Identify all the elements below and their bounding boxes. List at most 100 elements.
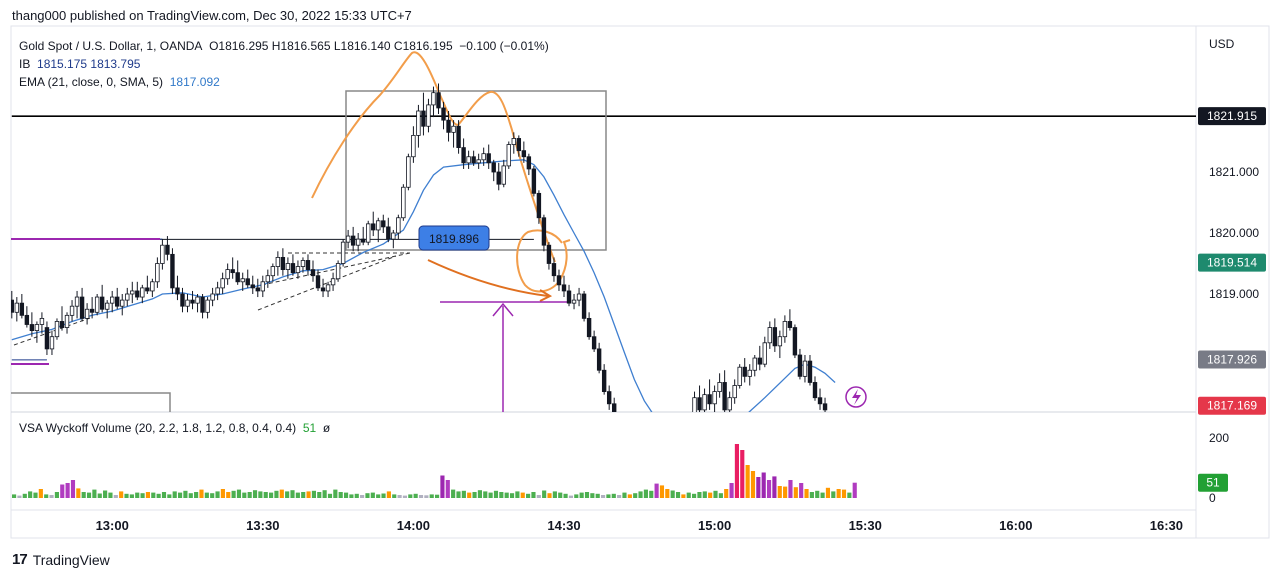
volume-bar bbox=[258, 491, 263, 498]
volume-bar bbox=[408, 494, 413, 498]
candle-body-down bbox=[170, 253, 175, 289]
candle-body-up bbox=[802, 360, 808, 377]
candle-body-down bbox=[115, 296, 120, 307]
candle-body-up bbox=[426, 104, 431, 127]
legend-symbol[interactable]: Gold Spot / U.S. Dollar, 1, OANDA bbox=[19, 39, 203, 53]
candle-body-down bbox=[59, 321, 65, 328]
candle-body-down bbox=[536, 192, 542, 219]
candle-body-up bbox=[416, 110, 421, 136]
volume-bar bbox=[547, 493, 552, 498]
volume-bar bbox=[831, 491, 836, 498]
volume-bar bbox=[263, 492, 268, 498]
time-tick-label: 14:30 bbox=[547, 518, 580, 533]
volume-tick-label: 200 bbox=[1209, 431, 1229, 445]
candle-body-down bbox=[742, 366, 747, 377]
time-tick-label: 13:00 bbox=[96, 518, 129, 533]
price-label-1819[interactable]: 1819.896 bbox=[418, 225, 490, 251]
ema-polyline bbox=[11, 159, 836, 412]
candle-body-down bbox=[245, 278, 250, 286]
volume-bar bbox=[199, 489, 204, 498]
volume-bar bbox=[697, 492, 702, 498]
volume-bar bbox=[28, 491, 33, 498]
volume-bar bbox=[194, 492, 199, 498]
volume-bar bbox=[365, 493, 370, 498]
candle-body-down bbox=[561, 284, 567, 292]
candle-body-up bbox=[39, 317, 45, 325]
volume-bar bbox=[145, 492, 151, 498]
volume-bar bbox=[252, 490, 258, 498]
candle-body-up bbox=[391, 232, 396, 240]
legend-vsa-row[interactable]: VSA Wyckoff Volume (20, 2.2, 1.8, 1.2, 0… bbox=[19, 421, 330, 435]
legend-vsa-value: 51 bbox=[302, 421, 317, 435]
volume-bar bbox=[370, 492, 375, 498]
time-tick-label: 13:30 bbox=[246, 518, 279, 533]
freehand-m-pattern[interactable] bbox=[311, 51, 556, 263]
volume-bar bbox=[140, 493, 145, 498]
candle-body-down bbox=[305, 260, 311, 271]
trendline-dashed-upper[interactable] bbox=[261, 252, 411, 286]
level-lines bbox=[11, 115, 1196, 361]
time-tick-label: 15:30 bbox=[849, 518, 882, 533]
price-label-badge bbox=[1198, 396, 1266, 415]
volume-bar bbox=[119, 491, 124, 498]
candle-body-down bbox=[200, 296, 205, 313]
axes: 1821.000 1820.000 1819.000 1821.915 1819.514… bbox=[96, 107, 1266, 533]
trendline-dashed-lower[interactable] bbox=[257, 255, 397, 311]
rectangle-drawing-partial[interactable] bbox=[11, 392, 171, 412]
freehand-arrow-curve[interactable] bbox=[427, 259, 549, 297]
candle-body-up bbox=[431, 92, 436, 106]
volume-bar bbox=[418, 495, 424, 498]
freehand-circle[interactable] bbox=[516, 229, 571, 293]
candle-body-up bbox=[195, 296, 200, 304]
alert-lightning-icon[interactable] bbox=[845, 386, 867, 408]
volume-bar bbox=[167, 494, 172, 498]
legend-ema-row[interactable]: EMA (21, close, 0, SMA, 5) 1817.092 bbox=[19, 75, 220, 89]
candle-body-down bbox=[165, 244, 170, 255]
candle-body-down bbox=[381, 220, 386, 228]
currency-label[interactable]: USD bbox=[1209, 37, 1235, 51]
candle-body-up bbox=[506, 144, 511, 167]
candle-body-up bbox=[34, 324, 40, 331]
candle-body-up bbox=[732, 385, 737, 399]
candle-body-up bbox=[576, 293, 582, 301]
candle-body-down bbox=[371, 223, 376, 231]
volume-bar bbox=[526, 493, 531, 498]
candles bbox=[11, 83, 828, 412]
candle-body-up bbox=[727, 397, 732, 411]
volume-bar bbox=[638, 491, 643, 498]
volume-bar bbox=[611, 493, 616, 498]
volume-bar bbox=[38, 489, 43, 498]
volume-bar bbox=[413, 493, 418, 498]
price-label-box bbox=[418, 225, 490, 251]
candle-body-down bbox=[496, 171, 501, 185]
candle-body-down bbox=[757, 357, 762, 365]
volume-bar bbox=[793, 487, 798, 498]
candle-body-up bbox=[376, 220, 381, 231]
volume-bar bbox=[124, 493, 129, 498]
volume-bar bbox=[488, 492, 493, 498]
candle-body-down bbox=[310, 269, 316, 277]
candle-body-down bbox=[526, 156, 532, 170]
volume-bar bbox=[22, 493, 27, 498]
volume-bar bbox=[424, 495, 429, 498]
volume-bar bbox=[766, 480, 772, 498]
legend-ib-row[interactable]: IB 1815.175 1813.795 bbox=[19, 57, 140, 71]
volume-bar bbox=[745, 465, 750, 498]
volume-bar bbox=[285, 491, 290, 498]
candle-body-down bbox=[421, 110, 426, 127]
volume-bar bbox=[627, 494, 632, 498]
volume-bar bbox=[274, 490, 279, 498]
volume-bar bbox=[799, 483, 804, 498]
volume-bar bbox=[188, 493, 193, 498]
legend-vsa-label: VSA Wyckoff Volume (20, 2.2, 1.8, 1.2, 0… bbox=[19, 421, 297, 435]
volume-bar bbox=[301, 492, 306, 498]
footer-brand[interactable]: 17 TradingView bbox=[12, 551, 110, 568]
volume-bar bbox=[702, 491, 707, 498]
volume-bar bbox=[354, 493, 359, 498]
candle-body-up bbox=[155, 263, 160, 283]
candle-body-down bbox=[89, 308, 95, 313]
candle-body-up bbox=[74, 296, 80, 307]
volume-bar bbox=[445, 480, 450, 498]
volume-bar bbox=[76, 488, 81, 498]
